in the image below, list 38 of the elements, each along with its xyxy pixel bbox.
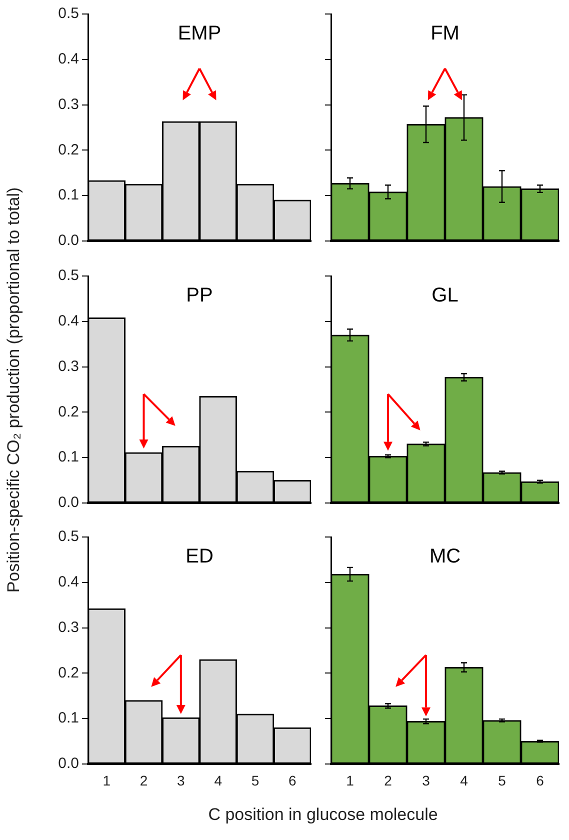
chart-title: FM (430, 22, 460, 45)
y-tick-label: 0.4 (58, 574, 79, 591)
x-tick-label: 6 (288, 772, 297, 788)
x-tick-label: 2 (140, 772, 148, 788)
y-tick-label: 0.0 (58, 755, 79, 772)
x-tick-label: 6 (536, 772, 544, 788)
y-tick-label: 0.1 (58, 710, 79, 727)
y-tick-label: 0.3 (58, 96, 79, 113)
chart-title: PP (186, 284, 213, 307)
y-tick-label: 0.2 (58, 403, 79, 420)
chart-title: MC (429, 546, 461, 568)
chart-title: ED (186, 546, 214, 568)
y-tick-label: 0.3 (58, 358, 79, 375)
x-tick-label: 1 (102, 772, 111, 788)
x-tick-label: 5 (251, 772, 260, 788)
y-tick-label: 0.1 (58, 448, 79, 466)
y-tick-label: 0.4 (58, 312, 79, 330)
x-tick-label: 4 (460, 772, 468, 788)
x-tick-label: 3 (177, 772, 186, 788)
y-tick-label: 0.1 (58, 186, 79, 204)
y-tick-label: 0.5 (58, 5, 79, 22)
x-tick-label: 5 (498, 772, 506, 788)
y-axis-title: Position-specific CO₂ production (proportional to total) (4, 187, 24, 593)
chart-title: EMP (178, 22, 222, 45)
y-tick-label: 0.5 (58, 528, 79, 546)
x-tick-label: 3 (422, 772, 430, 788)
y-tick-label: 0.5 (58, 267, 79, 284)
chart-title: GL (432, 284, 458, 307)
x-axis-title: C position in glucose molecule (208, 805, 438, 825)
y-tick-label: 0.0 (58, 232, 79, 250)
x-tick-label: 1 (346, 772, 354, 788)
y-tick-label: 0.4 (58, 50, 79, 68)
y-tick-label: 0.2 (58, 664, 79, 682)
y-tick-label: 0.0 (58, 494, 79, 512)
y-tick-label: 0.2 (58, 141, 79, 158)
y-tick-label: 0.3 (58, 618, 79, 636)
x-tick-label: 2 (384, 772, 392, 788)
x-tick-label: 4 (214, 772, 222, 788)
